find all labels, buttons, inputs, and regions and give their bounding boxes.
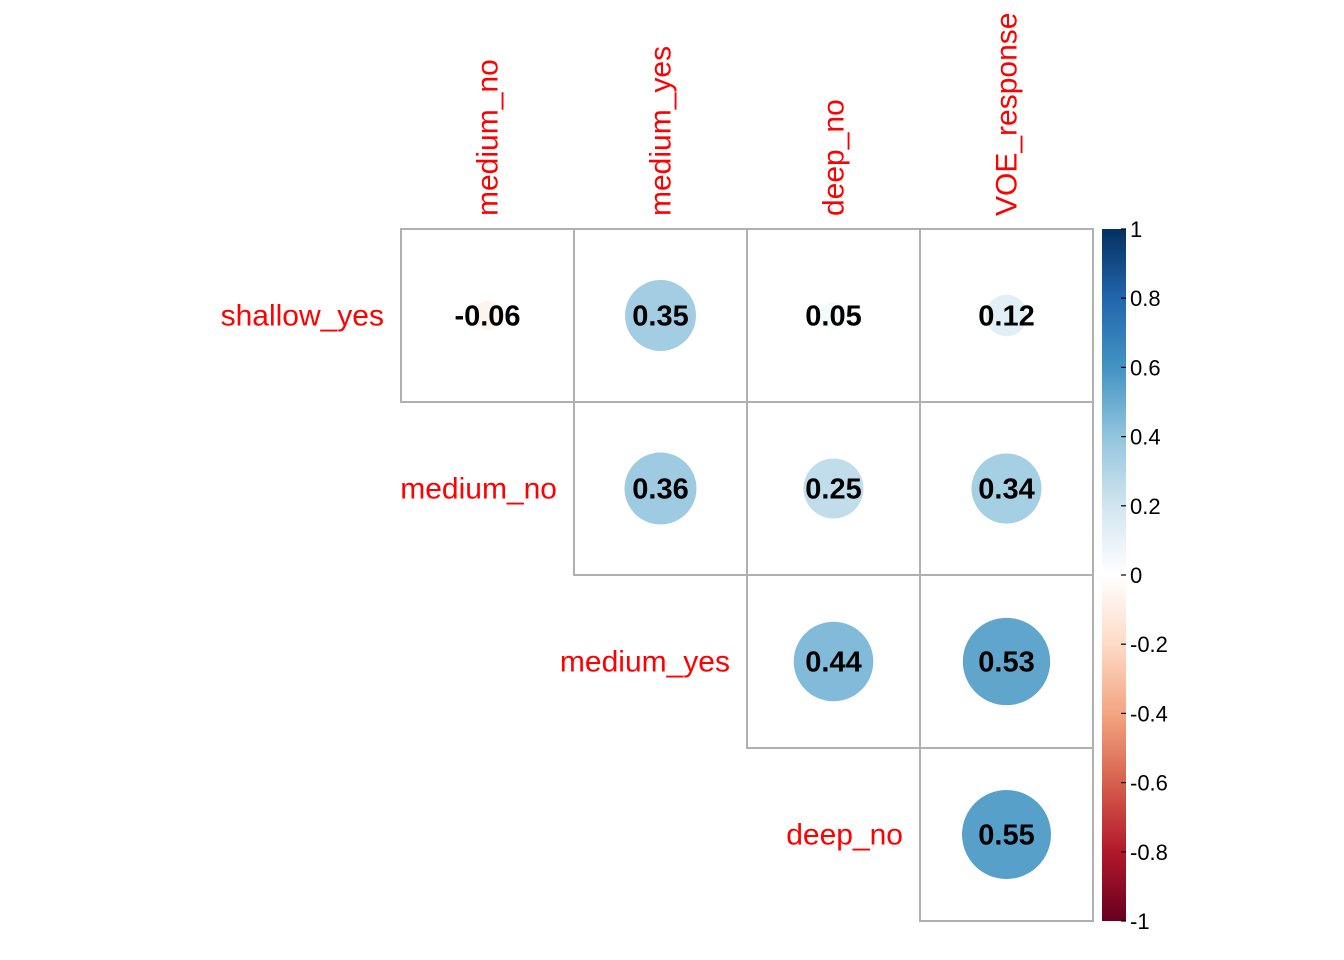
correlation-circle: [624, 452, 697, 525]
column-label: medium_yes: [645, 46, 678, 216]
colorbar-tick-label: 0.4: [1130, 425, 1161, 450]
cell-value-label: 0.44: [805, 647, 861, 679]
grid: [400, 228, 1094, 922]
cell-value-label: 0.55: [978, 820, 1034, 852]
cell-value-label: 0.34: [978, 474, 1034, 506]
colorbar-tick-label: -0.2: [1130, 632, 1168, 657]
cell-value-label: 0.25: [805, 474, 861, 506]
row-labels: shallow_yes medium_no medium_yes deep_no: [221, 300, 903, 852]
row-label: medium_no: [400, 473, 557, 506]
correlation-circle: [962, 790, 1051, 879]
cell-value-label: -0.06: [454, 301, 520, 333]
row-label: deep_no: [786, 819, 903, 852]
correlation-circle: [971, 453, 1042, 524]
colorbar-tick-label: 1: [1130, 217, 1142, 242]
correlation-circle: [962, 617, 1051, 706]
grid-cell: [919, 747, 1094, 922]
colorbar-tick-label: -1: [1130, 909, 1150, 934]
cell-value-label: 0.35: [632, 301, 688, 333]
correlation-circle: [793, 621, 874, 702]
cell-value-label: 0.05: [805, 301, 861, 333]
colorbar-ticks: 1 0.8 0.6 0.4 0.2 0 -0.2 -0.4 -0.6 -0.8 -1: [1121, 217, 1168, 934]
correlation-circle: [803, 458, 864, 519]
correlation-circle: [472, 300, 503, 331]
column-label: deep_no: [818, 99, 851, 216]
column-label: VOE_response: [991, 13, 1024, 216]
row-label: medium_yes: [560, 646, 730, 679]
cell-value-label: 0.12: [978, 301, 1034, 333]
correlation-circle: [625, 280, 696, 351]
colorbar-tick-label: -0.6: [1130, 771, 1168, 796]
cell-value-label: 0.53: [978, 647, 1034, 679]
colorbar-tick-label: 0.2: [1130, 494, 1161, 519]
correlation-circle: [985, 294, 1028, 337]
cell-value-label: 0.36: [632, 474, 688, 506]
cell-values: -0.06 0.35 0.05 0.12 0.36 0.25 0.34 0.44 0.53 0.5…: [454, 301, 1034, 852]
colorbar-tick-label: 0.6: [1130, 355, 1161, 380]
correlation-circle: [820, 302, 847, 329]
row-label: shallow_yes: [221, 300, 384, 333]
column-labels: medium_no medium_yes deep_no VOE_response: [472, 13, 1024, 216]
column-label: medium_no: [472, 59, 505, 216]
colorbar-tick-label: -0.4: [1130, 701, 1168, 726]
colorbar-tick-label: 0: [1130, 563, 1142, 588]
colorbar-tick-label: 0.8: [1130, 286, 1161, 311]
colorbar-tick-label: -0.8: [1130, 840, 1168, 865]
circles: [472, 280, 1051, 879]
